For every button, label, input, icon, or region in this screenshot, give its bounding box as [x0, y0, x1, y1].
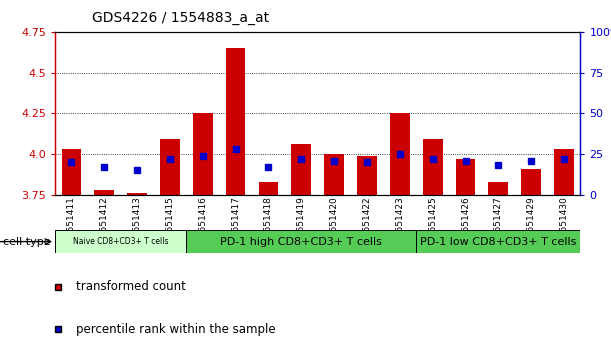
Text: PD-1 low CD8+CD3+ T cells: PD-1 low CD8+CD3+ T cells — [420, 236, 577, 247]
Text: Naive CD8+CD3+ T cells: Naive CD8+CD3+ T cells — [73, 237, 169, 246]
Bar — [62, 149, 81, 195]
Bar — [94, 190, 114, 195]
FancyBboxPatch shape — [186, 230, 416, 253]
Bar — [423, 139, 442, 195]
Text: GDS4226 / 1554883_a_at: GDS4226 / 1554883_a_at — [92, 11, 269, 25]
Bar — [127, 193, 147, 195]
FancyBboxPatch shape — [55, 230, 186, 253]
Text: transformed count: transformed count — [76, 280, 186, 293]
Bar — [324, 154, 344, 195]
Bar — [193, 113, 213, 195]
Text: PD-1 high CD8+CD3+ T cells: PD-1 high CD8+CD3+ T cells — [221, 236, 382, 247]
Bar — [488, 182, 508, 195]
Bar — [258, 182, 279, 195]
Bar — [390, 113, 409, 195]
Bar — [226, 48, 246, 195]
FancyBboxPatch shape — [416, 230, 580, 253]
Bar — [291, 144, 311, 195]
Bar — [357, 156, 377, 195]
Bar — [521, 169, 541, 195]
Bar — [456, 159, 475, 195]
Text: percentile rank within the sample: percentile rank within the sample — [76, 323, 276, 336]
Bar — [554, 149, 574, 195]
Text: cell type: cell type — [3, 237, 51, 247]
Bar — [160, 139, 180, 195]
